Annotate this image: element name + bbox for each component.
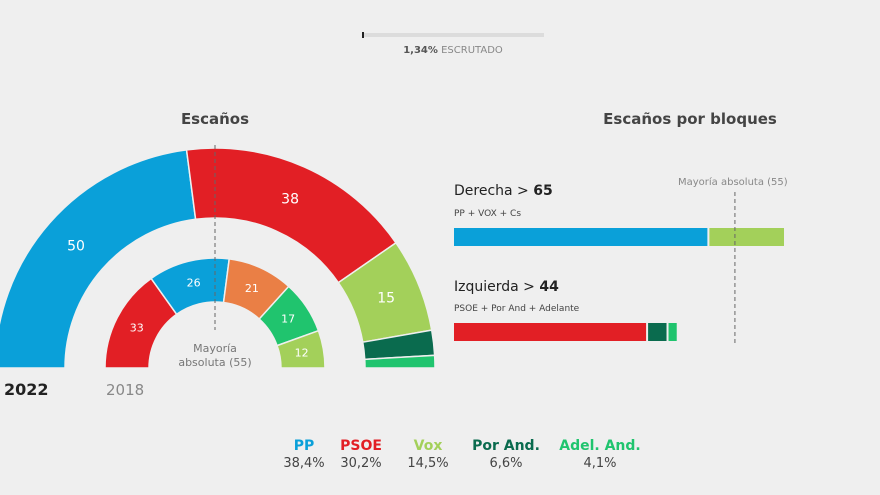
seat-arc-2022-adeland bbox=[363, 354, 436, 369]
progress-bar bbox=[362, 32, 544, 38]
blocs-title: Escaños por bloques bbox=[603, 110, 777, 128]
bloc-izquierda-total: 44 bbox=[539, 279, 559, 295]
progress-fill bbox=[362, 32, 365, 38]
bloc-bar-pp bbox=[454, 228, 708, 246]
majority-label-arc: Mayoría absoluta (55) bbox=[165, 342, 265, 370]
seat-label: 26 bbox=[187, 276, 201, 289]
seat-label: 21 bbox=[245, 282, 259, 295]
year-2018-label: 2018 bbox=[106, 381, 145, 399]
legend-pct: 38,4% bbox=[283, 456, 325, 471]
bloc-derecha-name: Derecha bbox=[454, 183, 513, 199]
legend-party: PSOE bbox=[340, 438, 382, 454]
bloc-bar-vox bbox=[709, 228, 784, 246]
legend-party: Adel. And. bbox=[559, 438, 641, 454]
bloc-izquierda-parties: PSOE + Por And + Adelante bbox=[454, 304, 580, 314]
progress-text: ESCRUTADO bbox=[441, 45, 503, 56]
legend-party: PP bbox=[293, 438, 315, 454]
seat-arc-2018-vox bbox=[276, 329, 326, 369]
legend-pct: 6,6% bbox=[489, 456, 523, 471]
seat-label: 17 bbox=[281, 313, 295, 326]
bloc-izquierda-heading: Izquierda > 44 bbox=[454, 279, 559, 295]
seat-label: 50 bbox=[67, 239, 85, 255]
bloc-izquierda-name: Izquierda bbox=[454, 279, 519, 295]
legend-item: Por And. 6,6% bbox=[461, 438, 551, 471]
legend-item: Vox 14,5% bbox=[383, 438, 473, 471]
bloc-bar-adeland bbox=[668, 323, 677, 341]
legend-item: PSOE 30,2% bbox=[316, 438, 406, 471]
majority-label-bars: Mayoría absoluta (55) bbox=[678, 177, 788, 188]
legend-pct: 14,5% bbox=[407, 456, 449, 471]
legend-item: Adel. And. 4,1% bbox=[555, 438, 645, 471]
seat-label: 38 bbox=[281, 192, 299, 208]
seat-label: 15 bbox=[377, 290, 395, 306]
seats-title: Escaños bbox=[180, 110, 250, 128]
bloc-bar-psoe bbox=[454, 323, 647, 341]
seat-label: 33 bbox=[130, 321, 144, 334]
bloc-derecha-heading: Derecha > 65 bbox=[454, 183, 553, 199]
year-2022-label: 2022 bbox=[4, 380, 49, 399]
progress-label: 1,34% ESCRUTADO bbox=[362, 45, 544, 56]
majority-label-line1: Mayoría bbox=[193, 342, 237, 355]
bloc-derecha-total: 65 bbox=[533, 183, 553, 199]
seat-label: 12 bbox=[295, 347, 309, 360]
progress-value: 1,34% bbox=[403, 45, 438, 56]
bloc-bar-porand bbox=[648, 323, 667, 341]
majority-label-line2: absoluta (55) bbox=[178, 356, 252, 369]
legend-party: Vox bbox=[413, 438, 443, 454]
legend-pct: 4,1% bbox=[583, 456, 617, 471]
legend-item: PP 38,4% bbox=[259, 438, 349, 471]
seat-arc-2022-pp bbox=[0, 149, 197, 369]
legend-pct: 30,2% bbox=[340, 456, 382, 471]
legend-party: Por And. bbox=[472, 438, 540, 454]
bloc-derecha-parties: PP + VOX + Cs bbox=[454, 209, 522, 219]
